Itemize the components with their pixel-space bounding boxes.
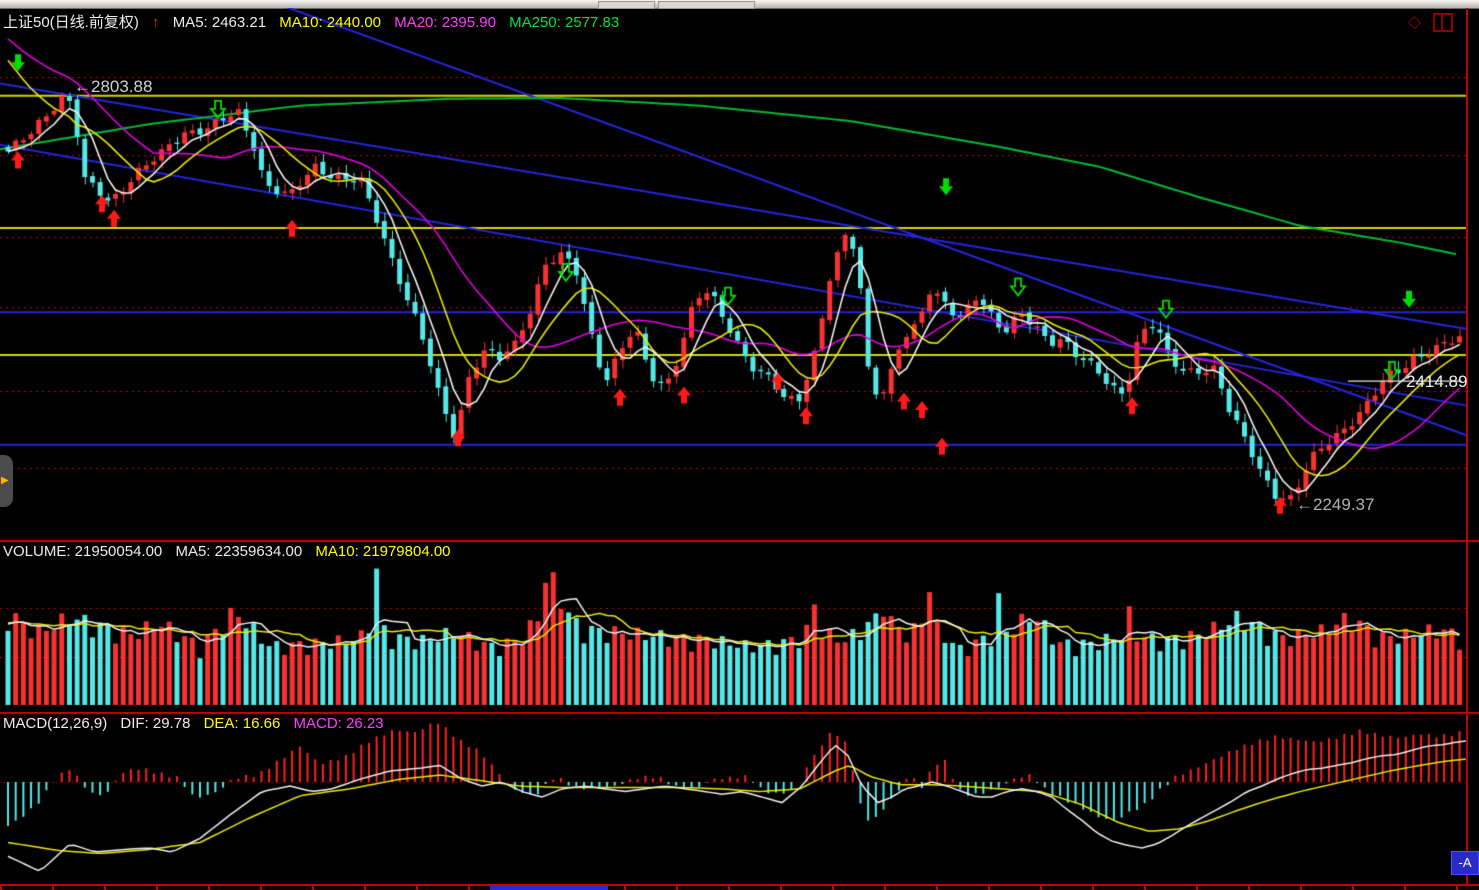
price-label: ←2249.37: [1296, 495, 1375, 514]
main-price-chart[interactable]: [0, 8, 1479, 540]
volume-header: VOLUME: 21950054.00 MA5: 22359634.00 MA1…: [3, 543, 460, 560]
expand-arrow-icon: ▶: [1, 475, 9, 486]
sidebar-expand-handle[interactable]: ▶: [0, 455, 13, 507]
ma5-value: MA5: 2463.21: [172, 14, 267, 31]
split-window-icon[interactable]: [1432, 12, 1453, 32]
chart-corner-tools: ◇: [1408, 12, 1453, 32]
time-axis[interactable]: [0, 884, 1479, 890]
price-label: 2414.89: [1406, 372, 1468, 391]
macd-chart[interactable]: [0, 712, 1479, 884]
diamond-icon[interactable]: ◇: [1408, 12, 1422, 31]
macd-value: MACD: 26.23: [293, 715, 384, 732]
volume-value: VOLUME: 21950054.00: [3, 543, 163, 560]
time-axis-ticks: [0, 886, 1479, 890]
price-label: ←2803.88: [74, 77, 153, 96]
volume-ma5-value: MA5: 22359634.00: [175, 543, 303, 560]
volume-chart[interactable]: [0, 540, 1479, 712]
ma250-value: MA250: 2577.83: [509, 14, 620, 31]
ma10-value: MA10: 2440.00: [279, 14, 382, 31]
dif-value: DIF: 29.78: [120, 715, 191, 732]
axis-selection-highlight[interactable]: [490, 886, 608, 890]
dea-value: DEA: 16.66: [203, 715, 281, 732]
symbol-title: 上证50(日线.前复权): [3, 14, 139, 31]
volume-ma10-value: MA10: 21979804.00: [315, 543, 451, 560]
corner-badge: -A: [1451, 851, 1479, 875]
price-axis-line: [1466, 8, 1468, 884]
macd-name: MACD(12,26,9): [3, 715, 108, 732]
macd-header: MACD(12,26,9) DIF: 29.78 DEA: 16.66 MACD…: [3, 715, 393, 732]
ma20-value: MA20: 2395.90: [394, 14, 496, 31]
main-chart-header: 上证50(日线.前复权) ↑ MA5: 2463.21 MA10: 2440.0…: [3, 11, 628, 32]
up-arrow-icon: ↑: [152, 14, 160, 31]
